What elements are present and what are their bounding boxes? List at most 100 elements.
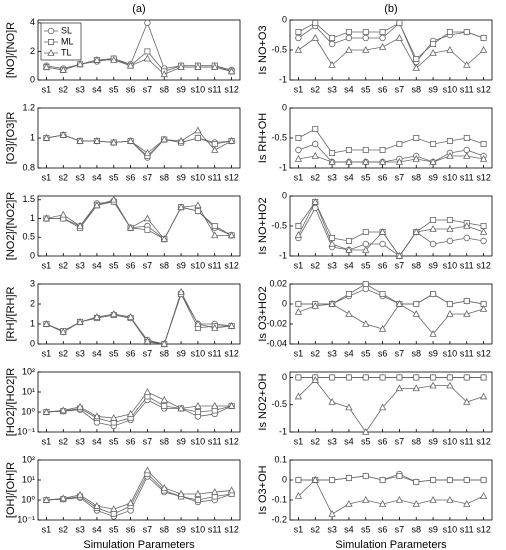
plot-frame [37,459,241,521]
y-tick-label: 10² [22,366,35,376]
series-line [298,155,484,163]
marker [480,476,487,483]
x-tick-label: s9 [428,84,438,94]
x-tick-label: s12 [476,84,491,94]
legend-label: TL [61,47,72,57]
plot-frame [289,283,493,345]
marker [177,404,185,412]
x-tick-label: s4 [92,172,102,182]
x-tick-label: s6 [126,84,136,94]
x-tick-label: s2 [58,436,68,446]
x-tick-label: s9 [176,348,186,358]
marker [177,136,185,144]
x-tick-label: s7 [395,84,405,94]
x-tick-label: s4 [92,84,102,94]
plot-frame [37,107,241,169]
marker [430,140,437,147]
marker [430,290,437,297]
marker [345,499,353,507]
x-tick-label: s9 [176,172,186,182]
x-tick-label: s8 [159,524,169,534]
x-tick-label: s6 [378,348,388,358]
marker [362,427,370,435]
x-tick-label: s12 [224,260,239,270]
marker [311,33,319,41]
marker [312,204,319,212]
marker [110,505,118,512]
marker [479,491,488,499]
x-tick-label: s2 [58,172,68,182]
x-tick-label: s2 [58,348,68,358]
marker [295,300,302,307]
marker [463,60,471,68]
y-tick-label: 1.5 [22,194,35,204]
x-tick-label: s7 [395,260,405,270]
marker [446,300,453,307]
marker [362,245,370,253]
x-tick-label: s2 [310,524,320,534]
y-axis-label: [OH]/[OH]R [5,462,17,518]
y-axis-label: Is NO+O3 [257,25,269,74]
marker [294,307,303,315]
marker [211,401,219,409]
y-tick-label: -1 [279,250,287,260]
y-tick-label: -0.02 [266,318,287,328]
marker [362,146,369,153]
marker [429,329,437,337]
plot-frame [289,195,493,257]
marker [429,157,437,165]
marker [396,140,403,147]
marker [211,231,219,239]
x-tick-label: s11 [208,172,222,182]
x-tick-label: s8 [159,348,169,358]
marker [76,221,84,229]
marker [463,309,471,317]
marker [59,210,67,218]
x-tick-label: s4 [344,84,354,94]
marker [194,134,201,141]
legend-marker [47,27,55,35]
marker [42,133,51,141]
x-tick-label: s9 [176,260,186,270]
marker [42,319,51,327]
x-tick-label: s11 [460,260,474,270]
y-tick-label: 1 [30,132,35,142]
series-line [298,207,484,257]
marker [76,60,84,68]
marker [76,317,84,325]
x-tick-label: s3 [75,436,85,446]
marker [126,499,135,506]
marker [211,145,219,153]
marker [463,134,470,141]
marker [59,130,67,138]
series-line [46,58,232,75]
x-tick-label: s9 [428,260,438,270]
marker [378,499,387,507]
x-tick-label: s7 [143,172,153,182]
x-tick-label: s10 [191,524,206,534]
marker [412,309,420,317]
y-axis-label: [NO]/[NO]R [5,22,17,78]
marker [59,494,67,502]
x-tick-label: s11 [460,436,474,446]
series-line [46,134,232,159]
y-tick-label: 0 [30,250,35,260]
x-tick-label: s1 [42,524,52,534]
y-tick-label: 2 [30,46,35,56]
x-tick-label: s1 [42,348,52,358]
x-tick-label: s2 [58,524,68,534]
marker [412,384,420,392]
marker [42,63,51,70]
x-tick-label: s5 [361,84,371,94]
y-tick-label: 0.8 [22,162,35,172]
marker [110,138,118,146]
marker [413,478,420,485]
x-tick-label: s4 [92,348,102,358]
marker [412,154,420,162]
marker [110,510,117,517]
marker [395,299,404,307]
marker [329,476,336,483]
marker [328,509,336,517]
legend-marker [47,48,55,56]
